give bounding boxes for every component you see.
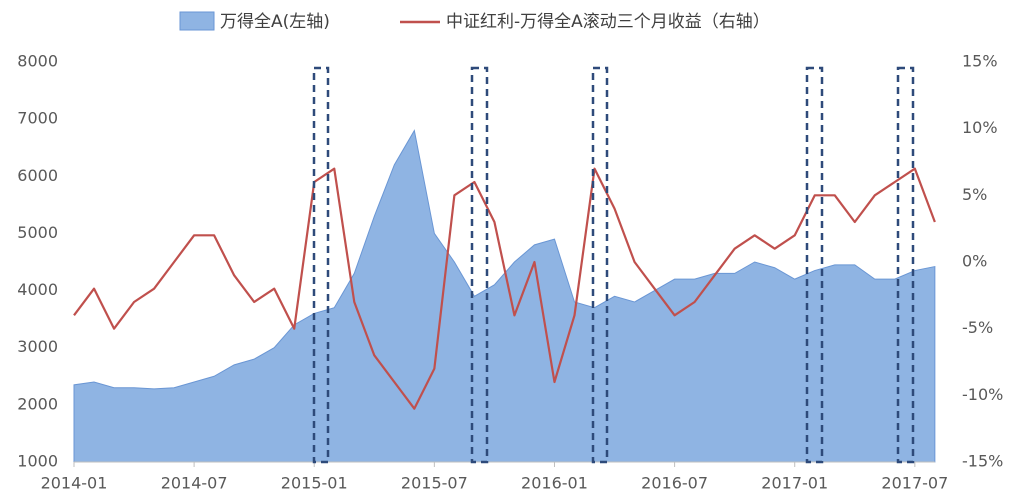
y-tick-label: 3000 [17, 337, 58, 356]
x-tick-label: 2015-01 [281, 474, 348, 493]
x-tick-label: 2017-01 [761, 474, 828, 493]
highlight-box [591, 66, 609, 464]
legend: 万得全A(左轴) 中证红利-万得全A滚动三个月收益（右轴） [179, 11, 770, 32]
y2-tick-label: 0% [962, 252, 987, 271]
y2-tick-label: 5% [962, 185, 987, 204]
highlight-box [312, 66, 330, 464]
y2-tick-label: -5% [962, 318, 993, 337]
y2-tick-label: 10% [962, 118, 998, 137]
x-tick-label: 2014-01 [41, 474, 108, 493]
y-tick-label: 4000 [17, 280, 58, 299]
y-tick-label: 6000 [17, 166, 58, 185]
x-tick-label: 2017-07 [881, 474, 948, 493]
x-tick-label: 2015-07 [401, 474, 468, 493]
y-tick-label: 2000 [17, 394, 58, 413]
y-tick-label: 5000 [17, 223, 58, 242]
legend-swatch [179, 11, 215, 31]
y2-tick-label: -15% [962, 452, 1003, 471]
x-tick-label: 2016-01 [521, 474, 588, 493]
x-tick-label: 2014-07 [161, 474, 228, 493]
plot: 1000 2000 3000 4000 5000 6000 7000 8000 -15% -10%… [17, 52, 1003, 493]
x-tick-label: 2016-07 [641, 474, 708, 493]
legend-label: 中证红利-万得全A滚动三个月收益（右轴） [446, 12, 770, 32]
y-tick-label: 8000 [17, 52, 58, 71]
y-tick-label: 1000 [17, 452, 58, 471]
y-tick-label: 7000 [17, 109, 58, 128]
y2-tick-label: -10% [962, 385, 1003, 404]
y2-tick-label: 15% [962, 52, 998, 71]
line [73, 167, 936, 410]
legend-label: 万得全A(左轴) [220, 12, 330, 32]
area [73, 129, 936, 463]
annotation-boxes [312, 66, 915, 464]
